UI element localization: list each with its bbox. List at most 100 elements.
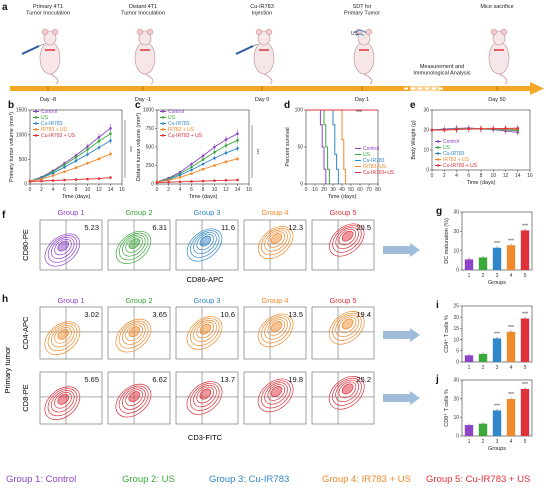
bar-2 <box>478 257 488 270</box>
x-tick-label: 3 <box>496 365 499 371</box>
arrow-icon <box>383 328 420 342</box>
event-title-0: Primary 4T1 Tumor Inoculation <box>26 4 70 17</box>
y-axis-label-cd8: CD8-PE <box>21 384 30 412</box>
bar-3 <box>492 247 502 270</box>
significance-marker: *** <box>253 149 259 155</box>
event-title-2-line: Injection <box>252 11 273 17</box>
panel-label-e: e <box>410 100 416 111</box>
legend-label-2: Cu-IR783 <box>363 158 385 164</box>
density-contour <box>186 228 223 262</box>
density-contour <box>199 388 212 400</box>
legend-group-5: Group 5: Cu-IR783 + US <box>426 474 530 485</box>
density-contour <box>44 321 81 355</box>
x-tick-label: 12 <box>223 187 229 193</box>
x-tick-label: 6 <box>467 173 470 179</box>
quadrant-percentage: 5.65 <box>84 375 99 384</box>
y-tick-label: 20 <box>453 396 459 402</box>
x-tick-label: 2 <box>443 173 446 179</box>
flow-plot-f-3: 11.6 <box>175 219 239 271</box>
mouse-body <box>39 41 61 75</box>
x-tick-label: 60 <box>357 187 363 193</box>
x-tick-label: 14 <box>515 173 521 179</box>
y-tick-label: 100 <box>295 108 304 114</box>
series-line-4 <box>156 179 238 183</box>
legend-marker <box>34 116 38 119</box>
density-contour <box>54 238 72 256</box>
group-title-4: Group 4 <box>261 208 288 217</box>
x-tick-label: 50 <box>348 187 354 193</box>
event-day-0: Day -8 <box>40 97 56 103</box>
event-title-0-line: Tumor Inoculation <box>26 11 70 17</box>
mouse-icon <box>134 28 156 85</box>
mouse-tail <box>49 73 59 85</box>
legend-label-0: Control <box>363 146 379 152</box>
density-contour <box>189 383 220 411</box>
density-contour <box>186 316 223 350</box>
legend-label-3: IR783 + US <box>443 157 470 163</box>
series-line-0 <box>29 127 111 182</box>
mouse-tail <box>498 73 508 85</box>
legend-label-3: IR783+US <box>363 164 387 170</box>
x-tick-label: 2 <box>167 187 170 193</box>
quadrant-percentage: 11.6 <box>221 223 235 232</box>
bar-1 <box>464 355 474 362</box>
legend-marker <box>34 122 38 125</box>
bar-5 <box>520 230 530 270</box>
mouse-ear <box>255 28 263 36</box>
bar-2 <box>478 423 488 436</box>
mouse-icon <box>253 28 275 85</box>
flow-panel-h: h Primary tumor Group 13.02 5.65 Group 23.65… <box>2 294 375 442</box>
x-axis-label: Time (days) <box>189 194 218 200</box>
series-line-1 <box>306 109 330 184</box>
y-tick-label: 20 <box>453 229 459 235</box>
flow-plot-f-4: 12.3 <box>243 219 307 271</box>
x-tick-label: 4 <box>510 365 513 371</box>
significance-marker: *** <box>508 392 514 398</box>
density-contour <box>51 237 75 260</box>
mouse-body <box>134 41 156 75</box>
x-tick-label: 0 <box>29 187 32 193</box>
syringe-needle-icon <box>38 43 45 47</box>
x-axis-label: Groups <box>488 446 506 452</box>
syringe-needle-icon <box>252 43 259 47</box>
density-contour <box>261 380 291 409</box>
mouse-ear <box>136 28 144 36</box>
event-day-1: Day -1 <box>135 97 151 103</box>
legend-group-1: Group 1: Control <box>6 474 76 485</box>
x-tick-label: 14 <box>235 187 241 193</box>
density-contour <box>125 236 143 253</box>
x-tick-label: 16 <box>527 173 533 179</box>
flow-plot-f-2: 6.31 <box>107 219 171 271</box>
density-contour <box>196 321 215 339</box>
y-tick-label: 1000 <box>16 132 27 138</box>
x-tick-label: 4 <box>510 273 513 279</box>
significance-marker: *** <box>522 223 528 229</box>
x-tick-label: 10 <box>85 187 91 193</box>
x-tick-label: 5 <box>524 365 527 371</box>
x-tick-label: 8 <box>202 187 205 193</box>
density-contour <box>264 317 288 340</box>
x-axis-label: CD3-FITC <box>188 433 223 442</box>
density-contour <box>267 319 286 336</box>
x-tick-label: 0 <box>431 173 434 179</box>
quadrant-percentage: 10.6 <box>220 310 235 319</box>
quadrant-percentage: 3.02 <box>84 310 99 319</box>
group-title-5: Group 5 <box>329 296 356 305</box>
density-contour <box>57 393 70 405</box>
y-tick-label: 10 <box>423 148 429 154</box>
density-contour <box>335 227 359 250</box>
x-tick-label: 30 <box>330 187 336 193</box>
legend-marker <box>161 122 165 125</box>
mouse-icon <box>353 28 375 85</box>
legend-label-0: Control <box>443 139 459 145</box>
legend-marker <box>436 152 440 155</box>
legend-label-0: Control <box>168 109 184 115</box>
legend-label-4: Cu-IR783 + US <box>168 133 203 139</box>
significance-marker: *** <box>494 403 500 409</box>
legend-marker <box>161 134 165 137</box>
x-tick-label: 16 <box>119 187 125 193</box>
x-tick-label: 10 <box>312 187 318 193</box>
